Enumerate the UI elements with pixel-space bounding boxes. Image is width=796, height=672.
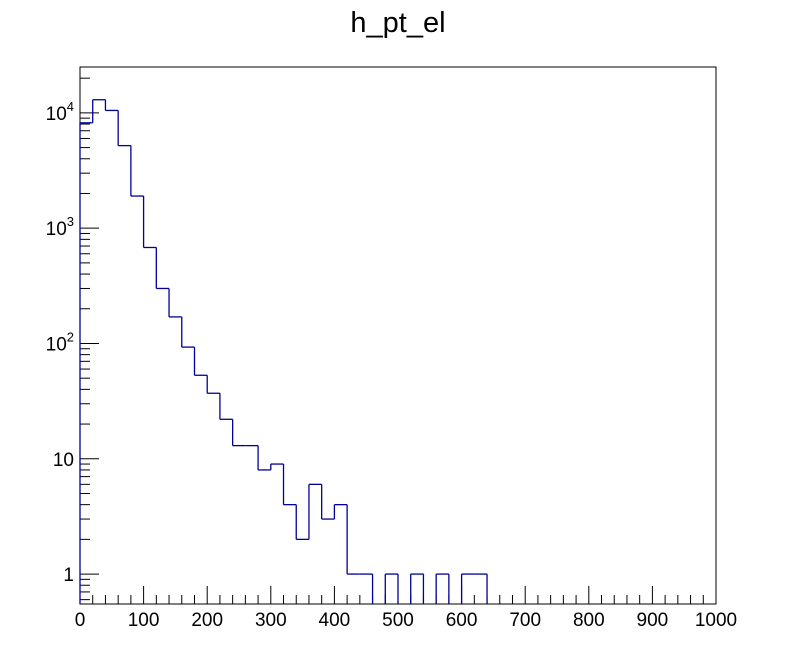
y-tick-base: 10 <box>46 219 67 240</box>
y-tick-exponent: 2 <box>67 329 74 344</box>
x-tick-label: 400 <box>319 610 351 631</box>
x-tick-label: 1000 <box>695 610 737 631</box>
x-tick-label: 700 <box>509 610 541 631</box>
y-tick-label: 104 <box>46 99 74 125</box>
chart-title: h_pt_el <box>350 7 445 39</box>
x-tick-label: 300 <box>255 610 287 631</box>
x-tick-label: 600 <box>446 610 478 631</box>
y-tick-base: 10 <box>46 334 67 355</box>
x-tick-label: 200 <box>191 610 223 631</box>
x-tick-label: 500 <box>382 610 414 631</box>
y-tick-label: 103 <box>46 214 74 240</box>
y-tick-base: 10 <box>46 104 67 125</box>
x-tick-label: 0 <box>75 610 86 631</box>
y-tick-base: 1 <box>63 565 74 586</box>
x-tick-label: 100 <box>128 610 160 631</box>
y-tick-exponent: 3 <box>67 214 74 229</box>
y-tick-base: 10 <box>53 450 74 471</box>
y-tick-label: 1 <box>63 565 74 586</box>
y-tick-label: 10 <box>53 450 74 471</box>
x-tick-label: 800 <box>573 610 605 631</box>
histogram-series <box>79 99 488 604</box>
y-tick-label: 102 <box>46 329 74 355</box>
y-tick-exponent: 4 <box>67 99 74 114</box>
x-tick-label: 900 <box>637 610 669 631</box>
x-axis: 0 100 200 300 400 500 600 700 800 900 1000 <box>75 586 737 631</box>
